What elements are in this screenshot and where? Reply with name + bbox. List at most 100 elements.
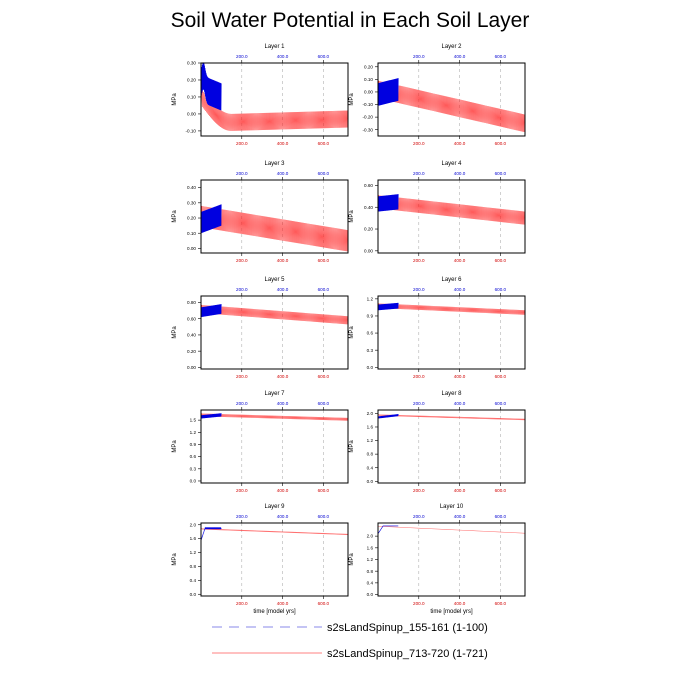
x-tick-label-top: 200.0 [236,171,248,176]
y-tick-label: 0.4 [190,578,197,583]
panel-title: Layer 9 [264,504,285,510]
x-tick-label-top: 600.0 [318,401,330,406]
y-axis-label: MPa [349,553,355,566]
x-tick-label-top: 200.0 [413,171,425,176]
panels-grid: Layer 1 200.0 200.0 400.0 400.0 600.0 600.0 -0.… [172,44,526,615]
x-tick-label-bottom: 400.0 [277,374,289,379]
x-axis-label: time [model yrs] [253,609,296,615]
legend-label-series-2: s2sLandSpinup_713-720 (1-721) [327,648,488,660]
y-tick-label: 0.0 [190,592,197,597]
x-tick-label-bottom: 600.0 [318,258,330,263]
plot-frame [200,409,349,484]
x-tick-label-top: 600.0 [318,514,330,519]
y-tick-label: 0.40 [187,333,196,338]
x-tick-label-top: 400.0 [454,171,466,176]
plot-frame [377,179,526,254]
y-axis-label: MPa [172,326,178,339]
plot-frame [200,522,349,597]
y-tick-label: 0.20 [187,78,196,83]
y-axis-label: MPa [172,210,178,223]
x-tick-label-top: 400.0 [277,401,289,406]
y-tick-label: 0.8 [367,452,374,457]
panel-layer-1: Layer 1 200.0 200.0 400.0 400.0 600.0 600.0 -0.… [172,44,349,146]
x-tick-label-bottom: 600.0 [495,141,507,146]
x-tick-label-bottom: 400.0 [454,141,466,146]
series-red-line [377,80,526,133]
x-tick-label-bottom: 600.0 [318,141,330,146]
y-tick-label: 0.60 [187,316,196,321]
y-axis-label: MPa [172,440,178,453]
plot-frame [377,62,526,137]
y-tick-label: 2.0 [190,522,197,527]
x-tick-label-top: 200.0 [236,401,248,406]
series-blue-line [200,304,222,318]
series-blue-line [377,194,399,212]
panel-layer-8: Layer 8 200.0 200.0 400.0 400.0 600.0 600.0 0.0… [349,391,526,493]
y-tick-label: 2.0 [367,411,374,416]
x-tick-label-bottom: 600.0 [495,258,507,263]
series-blue-line [377,302,399,311]
y-tick-label: 0.20 [364,227,373,232]
series-blue-line [377,414,399,419]
panel-title: Layer 4 [441,161,462,167]
series-blue-line [377,525,399,534]
y-tick-label: 0.40 [364,205,373,210]
y-tick-label: 0.0 [367,592,374,597]
y-tick-label: 0.00 [364,248,373,253]
y-tick-label: 0.10 [187,231,196,236]
plot-frame [377,522,526,597]
x-tick-label-bottom: 400.0 [277,258,289,263]
x-tick-label-bottom: 600.0 [495,374,507,379]
figure-title: Soil Water Potential in Each Soil Layer [171,9,530,32]
plot-frame [200,295,349,370]
x-tick-label-top: 200.0 [236,514,248,519]
series-red-line [378,525,526,534]
x-tick-label-bottom: 200.0 [413,374,425,379]
x-tick-label-bottom: 200.0 [236,488,248,493]
panel-layer-9: Layer 9 200.0 200.0 400.0 400.0 600.0 600.0 0.0… [172,504,349,615]
y-tick-label: 0.9 [367,314,374,319]
y-tick-label: 0.00 [187,246,196,251]
x-tick-label-bottom: 400.0 [277,141,289,146]
y-tick-label: 0.60 [364,183,373,188]
panel-title: Layer 8 [441,391,462,397]
x-tick-label-bottom: 400.0 [454,258,466,263]
y-tick-label: -0.10 [363,102,374,107]
x-tick-label-top: 200.0 [413,514,425,519]
x-tick-label-bottom: 600.0 [318,374,330,379]
x-tick-label-bottom: 200.0 [413,141,425,146]
y-tick-label: 0.80 [187,300,196,305]
y-tick-label: 1.2 [190,550,197,555]
series-red-line [200,89,349,131]
x-tick-label-top: 400.0 [454,287,466,292]
y-tick-label: 0.3 [190,466,197,471]
y-axis-label: MPa [349,210,355,223]
x-tick-label-bottom: 200.0 [413,488,425,493]
x-tick-label-bottom: 400.0 [277,601,289,606]
y-axis-label: MPa [172,553,178,566]
panel-title: Layer 2 [441,44,462,50]
series-red-line [200,304,349,325]
panel-layer-4: Layer 4 200.0 200.0 400.0 400.0 600.0 600.0 0.0… [349,161,526,263]
panel-title: Layer 10 [440,504,464,510]
y-tick-label: 0.20 [187,349,196,354]
series-red-line [377,195,526,225]
y-tick-label: -0.20 [363,115,374,120]
y-tick-label: 1.6 [367,425,374,430]
x-tick-label-top: 600.0 [495,514,507,519]
x-tick-label-bottom: 400.0 [454,601,466,606]
y-tick-label: 0.10 [364,77,373,82]
x-tick-label-top: 400.0 [277,171,289,176]
series-red-line [200,527,349,536]
y-axis-label: MPa [349,440,355,453]
x-tick-label-top: 200.0 [236,54,248,59]
x-tick-label-top: 600.0 [495,54,507,59]
legend-label-series-1: s2sLandSpinup_155-161 (1-100) [327,622,488,634]
y-tick-label: 0.0 [190,479,197,484]
y-tick-label: 2.0 [367,534,374,539]
y-tick-label: 1.2 [367,438,374,443]
y-tick-label: 0.40 [187,185,196,190]
x-tick-label-top: 400.0 [277,287,289,292]
x-tick-label-bottom: 200.0 [236,258,248,263]
series-blue-line [200,204,222,234]
